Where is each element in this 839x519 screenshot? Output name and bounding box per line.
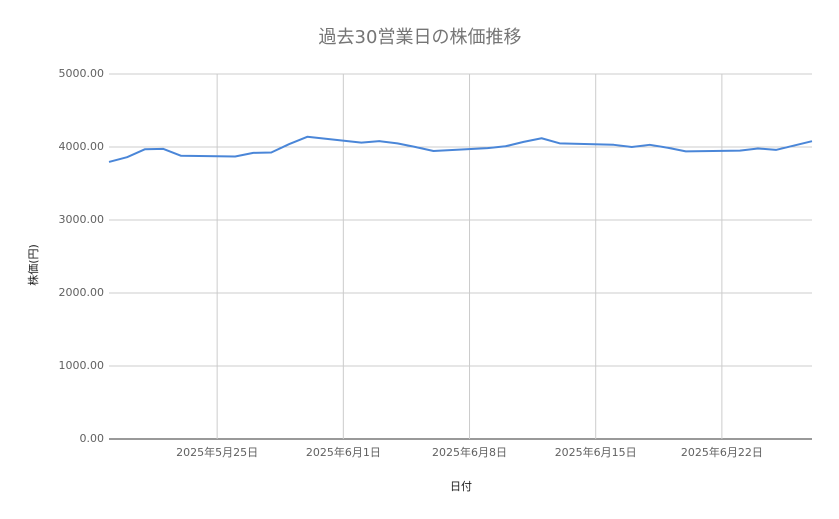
x-tick-label: 2025年5月25日: [176, 445, 258, 459]
chart-title: 過去30営業日の株価推移: [319, 27, 522, 48]
x-tick-label: 2025年6月8日: [432, 445, 507, 459]
y-tick-label: 3000.00: [59, 213, 105, 226]
y-tick-label: 0.00: [80, 432, 105, 445]
y-tick-label: 5000.00: [59, 67, 105, 80]
x-tick-label: 2025年6月22日: [681, 445, 763, 459]
line: [108, 135, 813, 163]
y-tick-label: 2000.00: [59, 286, 105, 299]
x-tick-label: 2025年6月1日: [306, 445, 381, 459]
y-tick-label: 1000.00: [59, 359, 105, 372]
x-tick-label: 2025年6月15日: [555, 445, 637, 459]
plot: [108, 135, 813, 163]
y-axis-title: 株価(円): [26, 244, 40, 286]
grid: [109, 73, 812, 440]
x-axis-title: 日付: [450, 480, 472, 493]
y-tick-label: 4000.00: [59, 140, 105, 153]
